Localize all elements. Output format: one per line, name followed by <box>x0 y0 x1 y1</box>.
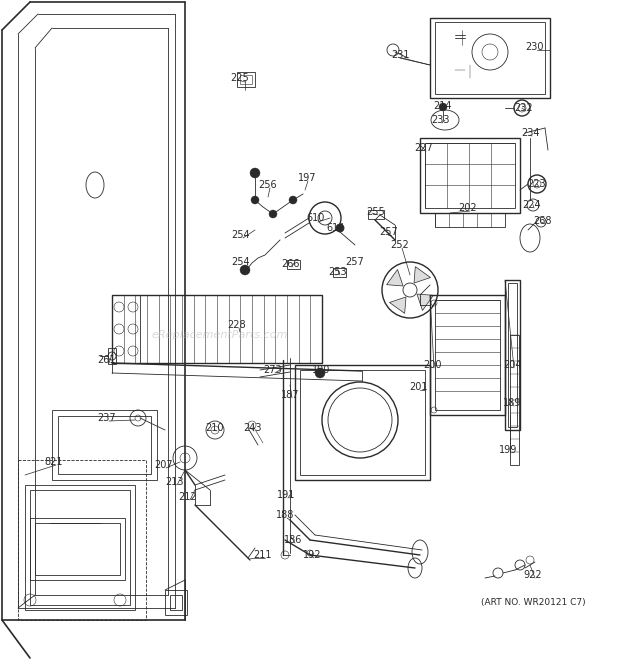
Text: 253: 253 <box>329 267 347 277</box>
Circle shape <box>250 168 260 178</box>
Text: 254: 254 <box>232 230 250 240</box>
Text: 188: 188 <box>276 510 294 520</box>
Bar <box>505 280 520 430</box>
Polygon shape <box>387 270 403 286</box>
Text: (ART NO. WR20121 C7): (ART NO. WR20121 C7) <box>480 598 585 607</box>
Text: 266: 266 <box>281 259 299 269</box>
Text: 234: 234 <box>521 128 539 138</box>
Bar <box>333 268 346 277</box>
Bar <box>170 595 182 610</box>
Text: 207: 207 <box>154 460 174 470</box>
Bar <box>30 518 125 580</box>
Text: 254: 254 <box>232 257 250 267</box>
Bar <box>508 283 517 427</box>
Circle shape <box>289 196 297 204</box>
Text: 922: 922 <box>524 570 542 580</box>
Polygon shape <box>389 297 406 313</box>
Text: 190: 190 <box>312 365 330 375</box>
Text: 227: 227 <box>415 143 433 153</box>
Text: 252: 252 <box>391 240 409 250</box>
Bar <box>35 523 120 575</box>
Bar <box>58 416 151 474</box>
Text: 261: 261 <box>98 355 117 365</box>
Text: 257: 257 <box>345 257 365 267</box>
Bar <box>237 72 255 87</box>
Circle shape <box>315 368 325 378</box>
Bar <box>30 490 130 605</box>
Bar <box>510 335 519 465</box>
Text: 187: 187 <box>281 390 299 400</box>
Text: eReplacementParts.com: eReplacementParts.com <box>152 330 288 340</box>
Circle shape <box>269 210 277 218</box>
Text: 204: 204 <box>503 360 521 370</box>
Text: 273: 273 <box>264 365 282 375</box>
Text: 186: 186 <box>284 535 302 545</box>
Text: 225: 225 <box>231 73 249 83</box>
Text: 237: 237 <box>98 413 117 423</box>
Text: 214: 214 <box>434 101 452 111</box>
Text: 189: 189 <box>503 398 521 408</box>
Text: 191: 191 <box>277 490 295 500</box>
Text: 821: 821 <box>45 457 63 467</box>
Text: 230: 230 <box>526 42 544 52</box>
Bar <box>420 138 520 213</box>
Text: 213: 213 <box>166 477 184 487</box>
Bar <box>425 143 515 208</box>
Bar <box>25 485 135 610</box>
Text: 199: 199 <box>499 445 517 455</box>
Bar <box>295 365 430 480</box>
Circle shape <box>336 224 344 232</box>
Bar <box>430 295 505 415</box>
Text: 201: 201 <box>409 382 427 392</box>
Text: 268: 268 <box>534 216 552 226</box>
Text: 243: 243 <box>243 423 261 433</box>
Text: 232: 232 <box>515 103 533 113</box>
Bar <box>435 213 505 227</box>
Bar <box>52 410 157 480</box>
Text: 614: 614 <box>327 223 345 233</box>
Bar <box>430 18 550 98</box>
Text: 192: 192 <box>303 550 321 560</box>
Polygon shape <box>417 294 433 311</box>
Text: 224: 224 <box>523 200 541 210</box>
Circle shape <box>240 265 250 275</box>
Text: 256: 256 <box>259 180 277 190</box>
Bar <box>18 460 146 620</box>
Bar <box>108 348 116 364</box>
Text: 610: 610 <box>307 213 325 223</box>
Bar <box>435 300 500 410</box>
Text: 233: 233 <box>431 115 450 125</box>
Text: 210: 210 <box>206 423 224 433</box>
Text: 257: 257 <box>379 227 399 237</box>
Bar <box>368 210 384 219</box>
Bar <box>287 260 300 269</box>
Bar <box>112 295 140 363</box>
Text: 228: 228 <box>228 320 246 330</box>
Bar <box>300 370 425 475</box>
Bar <box>165 590 187 615</box>
Polygon shape <box>414 266 430 283</box>
Circle shape <box>439 103 447 111</box>
Text: 197: 197 <box>298 173 316 183</box>
Bar <box>112 295 322 363</box>
Bar <box>435 22 545 94</box>
Bar <box>240 75 252 84</box>
Text: 255: 255 <box>366 207 386 217</box>
Text: 212: 212 <box>179 492 197 502</box>
Text: 211: 211 <box>254 550 272 560</box>
Text: 231: 231 <box>391 50 409 60</box>
Text: 200: 200 <box>423 360 441 370</box>
Text: 223: 223 <box>528 179 546 189</box>
Text: 202: 202 <box>459 203 477 213</box>
Circle shape <box>251 196 259 204</box>
